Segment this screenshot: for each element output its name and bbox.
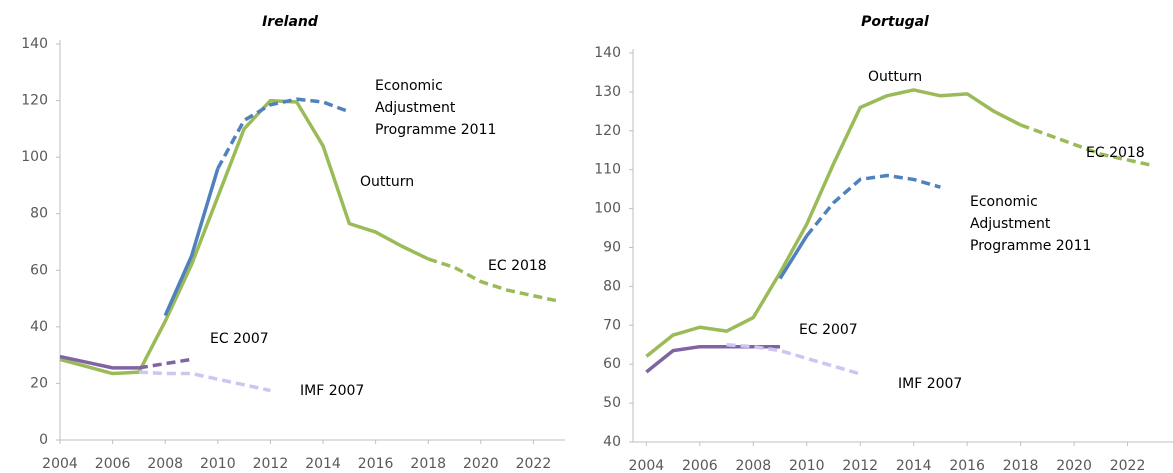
series-label: Outturn — [868, 69, 922, 85]
series-line — [778, 234, 809, 280]
x-tick-label: 2018 — [1003, 458, 1039, 473]
y-tick-label: 60 — [30, 262, 48, 278]
series-label-line: Adjustment — [970, 216, 1051, 232]
series-label: EC 2018 — [1086, 145, 1145, 161]
series-label-line: EC 2018 — [1086, 145, 1145, 161]
x-tick-label: 2008 — [147, 456, 183, 472]
series-label-line: IMF 2007 — [898, 376, 962, 392]
series-label-line: Economic — [970, 194, 1038, 210]
series-label-line: Programme 2011 — [970, 238, 1091, 254]
x-tick-label: 2010 — [200, 456, 236, 472]
series-label-line: Economic — [375, 78, 443, 94]
y-tick-label: 20 — [30, 375, 48, 391]
x-tick-label: 2018 — [410, 456, 446, 472]
x-tick-label: 2006 — [682, 458, 718, 473]
x-tick-label: 2010 — [789, 458, 825, 473]
series-line-dashed — [726, 343, 861, 376]
y-tick-label: 40 — [603, 434, 621, 450]
y-tick-label: 0 — [39, 432, 48, 448]
x-tick-label: 2016 — [949, 458, 985, 473]
series-line-dashed — [216, 97, 350, 170]
series-line-dashed — [138, 370, 271, 393]
x-tick-label: 2022 — [1110, 458, 1146, 473]
series-label: IMF 2007 — [898, 376, 962, 392]
x-tick-label: 2012 — [253, 456, 289, 472]
x-tick-label: 2008 — [735, 458, 771, 473]
series-label: EC 2018 — [488, 258, 547, 274]
y-tick-label: 120 — [21, 93, 48, 109]
y-tick-label: 110 — [594, 162, 621, 178]
x-tick-label: 2014 — [305, 456, 341, 472]
series-line — [59, 98, 429, 376]
chart-title: Ireland — [262, 14, 319, 30]
y-tick-label: 90 — [603, 240, 621, 256]
x-tick-label: 2016 — [358, 456, 394, 472]
y-tick-label: 100 — [21, 149, 48, 165]
series-label: IMF 2007 — [300, 383, 364, 399]
x-tick-label: 2014 — [896, 458, 932, 473]
series-label: EC 2007 — [210, 331, 269, 347]
series-line-dashed — [138, 357, 192, 370]
y-tick-label: 70 — [603, 317, 621, 333]
series-label-line: EC 2018 — [488, 258, 547, 274]
x-tick-label: 2020 — [463, 456, 499, 472]
y-tick-label: 50 — [603, 395, 621, 411]
y-tick-label: 80 — [30, 206, 48, 222]
series-label: EC 2007 — [799, 322, 858, 338]
series-line — [645, 344, 781, 374]
y-tick-label: 40 — [30, 319, 48, 335]
series-label-line: Adjustment — [375, 100, 456, 116]
series-line — [163, 167, 220, 317]
series-line-dashed — [805, 173, 941, 237]
series-line — [645, 88, 1022, 358]
x-tick-label: 2004 — [629, 458, 665, 473]
y-tick-label: 140 — [594, 45, 621, 61]
y-tick-label: 140 — [21, 36, 48, 52]
x-tick-label: 2012 — [842, 458, 878, 473]
series-label: Economic Adjustment Programme 2011 — [375, 78, 496, 138]
series-label-line: Programme 2011 — [375, 122, 496, 138]
y-tick-label: 120 — [594, 123, 621, 139]
y-tick-label: 130 — [594, 84, 621, 100]
series-label-line: EC 2007 — [799, 322, 858, 338]
y-tick-label: 100 — [594, 201, 621, 217]
series-label-line: EC 2007 — [210, 331, 269, 347]
series-label-line: IMF 2007 — [300, 383, 364, 399]
x-tick-label: 2006 — [95, 456, 131, 472]
y-tick-label: 80 — [603, 278, 621, 294]
x-tick-label: 2020 — [1056, 458, 1092, 473]
series-line — [59, 354, 139, 370]
series-line-dashed — [1020, 123, 1155, 168]
series-label-line: Outturn — [868, 69, 922, 85]
series-label: Economic Adjustment Programme 2011 — [970, 194, 1091, 254]
y-tick-label: 60 — [603, 356, 621, 372]
series-line-dashed — [427, 257, 561, 304]
series-label: Outturn — [360, 174, 414, 190]
series-label-line: Outturn — [360, 174, 414, 190]
x-tick-label: 2004 — [42, 456, 78, 472]
x-tick-label: 2022 — [516, 456, 552, 472]
chart-title: Portugal — [861, 14, 929, 30]
